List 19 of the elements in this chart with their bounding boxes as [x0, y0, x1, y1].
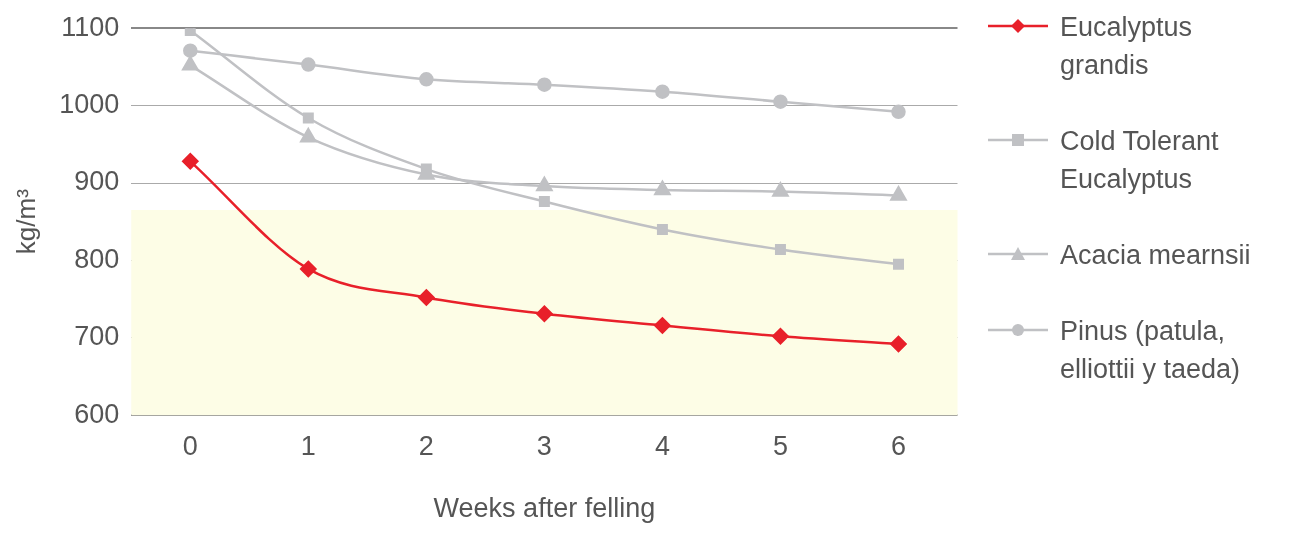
x-tick-label: 3 [536, 430, 552, 461]
x-tick-label: 1 [300, 430, 316, 461]
y-tick-label: 800 [74, 243, 120, 274]
x-axis-title: Weeks after felling [433, 493, 656, 524]
y-tick-label: 1000 [59, 89, 120, 120]
y-axis-title: kg/m³ [10, 188, 41, 255]
y-tick-label: 1100 [61, 11, 120, 42]
y-tick-label: 600 [74, 398, 120, 429]
legend-label: Eucalyptus grandis [1060, 11, 1194, 82]
legend-label: Cold Tolerant Eucalyptus [1060, 125, 1220, 196]
x-tick-label: 2 [418, 430, 434, 461]
legend-label: Pinus (patula, elliottii y taeda) [1060, 315, 1242, 386]
x-tick-label: 4 [654, 430, 670, 461]
x-tick-label: 5 [772, 430, 788, 461]
x-tick-label: 6 [890, 430, 906, 461]
legend-label: Acacia mearnsii [1060, 239, 1252, 272]
y-tick-label: 700 [74, 321, 120, 352]
y-tick-label: 900 [74, 166, 120, 197]
x-tick-label: 0 [182, 430, 198, 461]
